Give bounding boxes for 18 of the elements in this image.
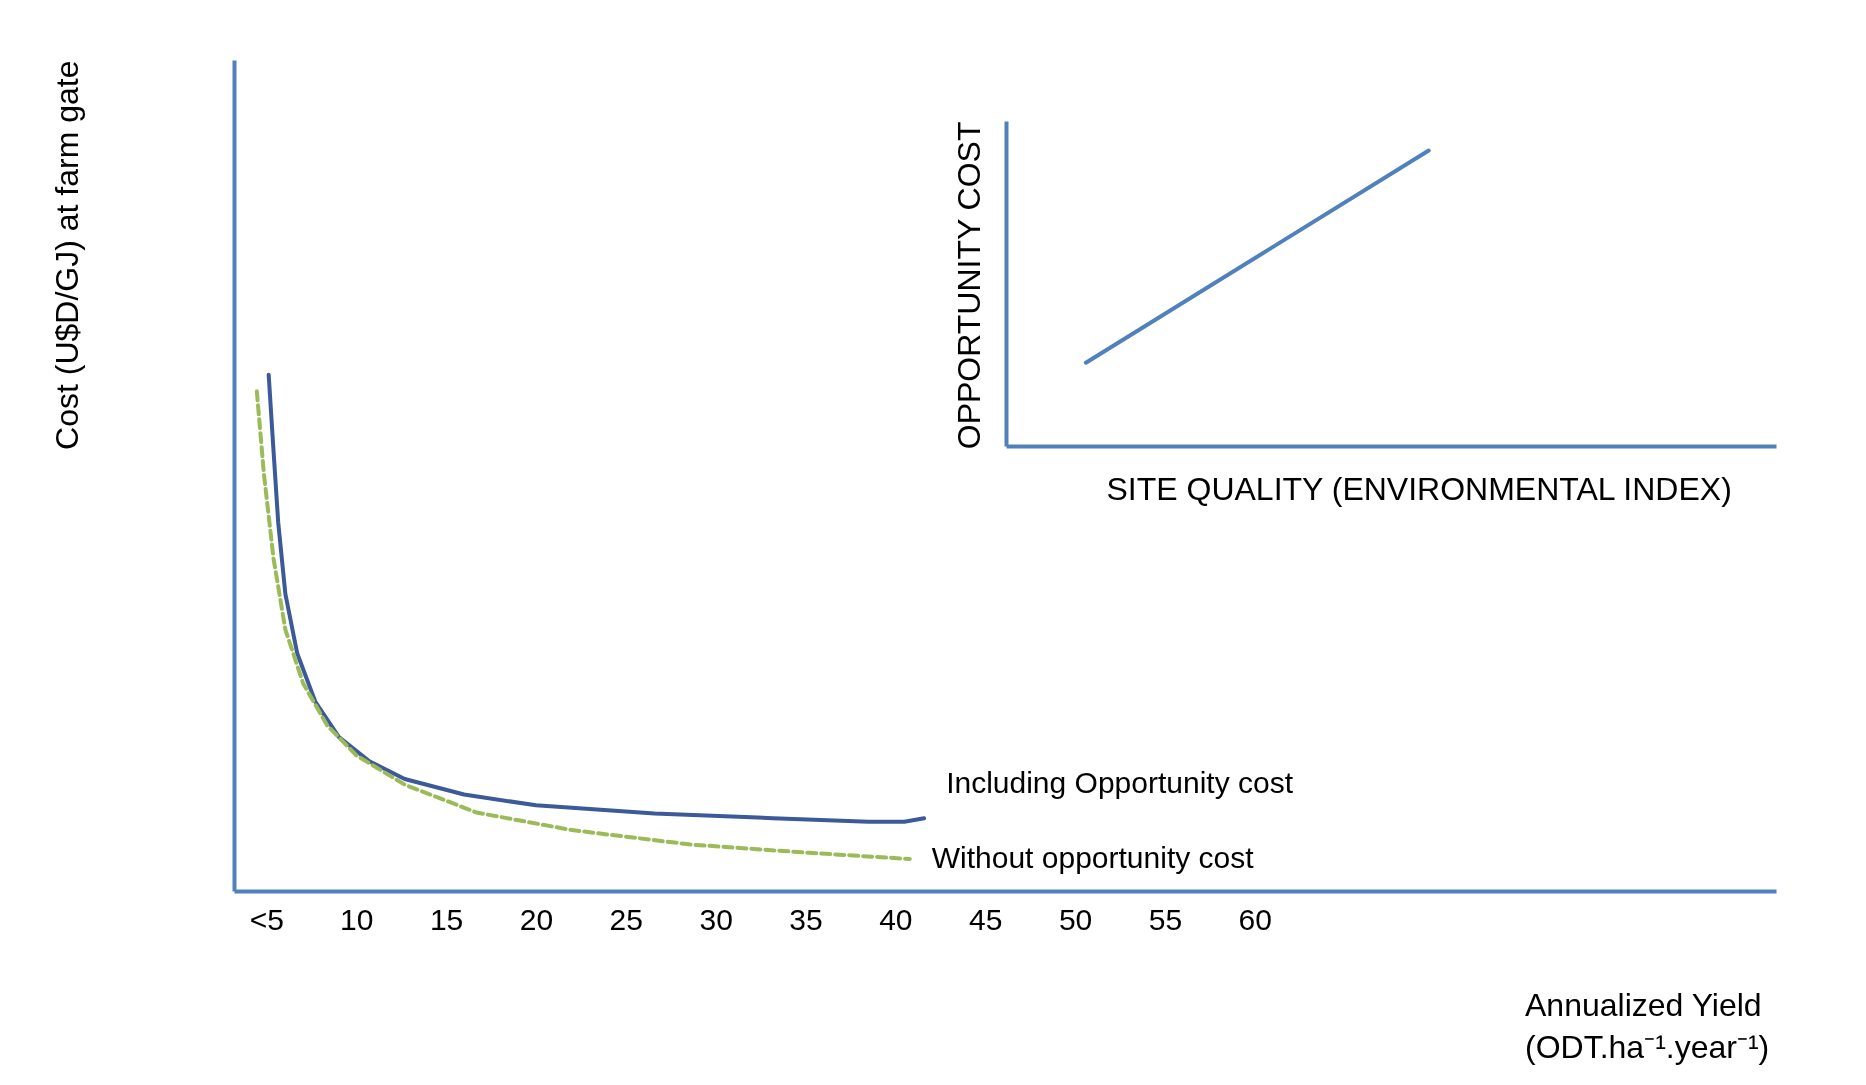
x-tick-label: 50 — [1058, 902, 1093, 936]
x-tick-label: 25 — [609, 902, 643, 936]
x-tick-label: 35 — [789, 902, 823, 936]
series-label: Including Opportunity cost — [946, 766, 1294, 800]
x-tick-label: 20 — [519, 902, 554, 936]
x-tick-label: 15 — [429, 902, 464, 936]
y-axis-title: Cost (U$D/GJ) at farm gate — [48, 60, 85, 450]
x-axis-title: SITE QUALITY (ENVIRONMENTAL INDEX) — [1106, 470, 1732, 507]
x-tick-label: 60 — [1238, 902, 1272, 936]
series-label: Without opportunity cost — [931, 841, 1255, 874]
y-axis-title: OPPORTUNITY COST — [950, 121, 987, 450]
x-tick-label: 10 — [340, 902, 374, 936]
x-tick-label: 30 — [699, 902, 733, 936]
x-tick-label: 45 — [969, 902, 1003, 936]
x-axis-title: Annualized Yield (ODT.ha⁻¹.year⁻¹) — [1525, 986, 1771, 1067]
x-tick-label: <5 — [249, 902, 284, 936]
x-tick-label: 55 — [1148, 902, 1183, 936]
x-tick-label: 40 — [879, 902, 913, 936]
